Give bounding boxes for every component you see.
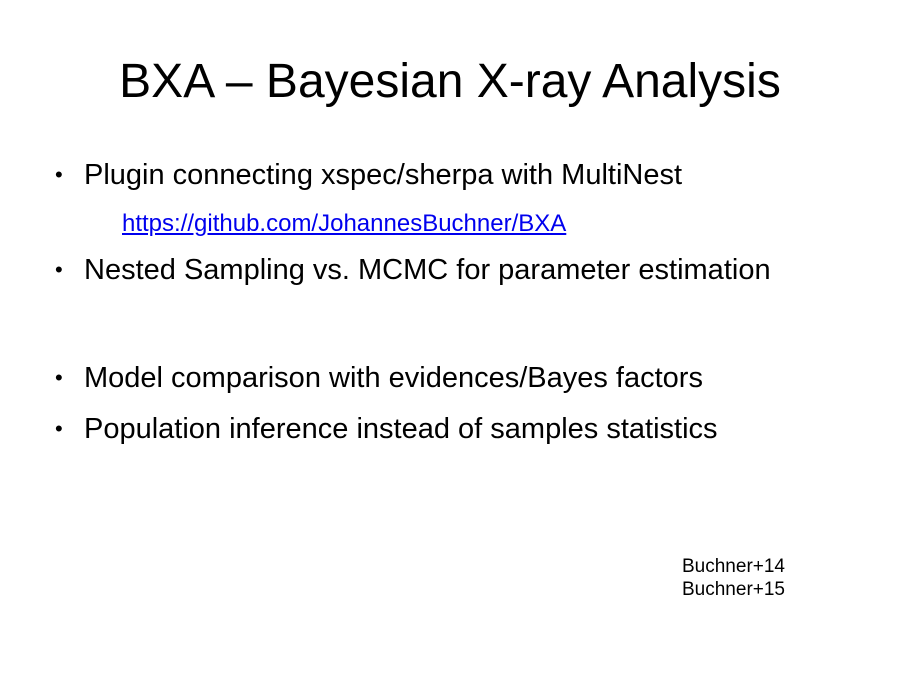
- bullet-text: Population inference instead of samples …: [84, 413, 718, 445]
- bullet-text: Nested Sampling vs. MCMC for parameter e…: [84, 254, 771, 286]
- reference-item: Buchner+14: [682, 556, 785, 577]
- bullet-icon: •: [55, 416, 63, 441]
- bullet-item-nested-sampling: • Nested Sampling vs. MCMC for parameter …: [55, 252, 771, 288]
- references: Buchner+14 Buchner+15: [682, 555, 785, 601]
- bullet-item-population-inference: • Population inference instead of samples…: [55, 411, 718, 447]
- bullet-text: Model comparison with evidences/Bayes fa…: [84, 362, 703, 394]
- reference-item: Buchner+15: [682, 579, 785, 600]
- bullet-icon: •: [55, 257, 63, 282]
- bullet-item-model-comparison: • Model comparison with evidences/Bayes f…: [55, 360, 703, 396]
- github-link[interactable]: https://github.com/JohannesBuchner/BXA: [122, 210, 567, 237]
- bullet-icon: •: [55, 162, 63, 187]
- slide-title: BXA – Bayesian X-ray Analysis: [119, 55, 781, 108]
- bullet-icon: •: [55, 365, 63, 390]
- bullet-item-plugin: • Plugin connecting xspec/sherpa with Mul…: [55, 157, 682, 193]
- bullet-text: Plugin connecting xspec/sherpa with Mult…: [84, 159, 683, 191]
